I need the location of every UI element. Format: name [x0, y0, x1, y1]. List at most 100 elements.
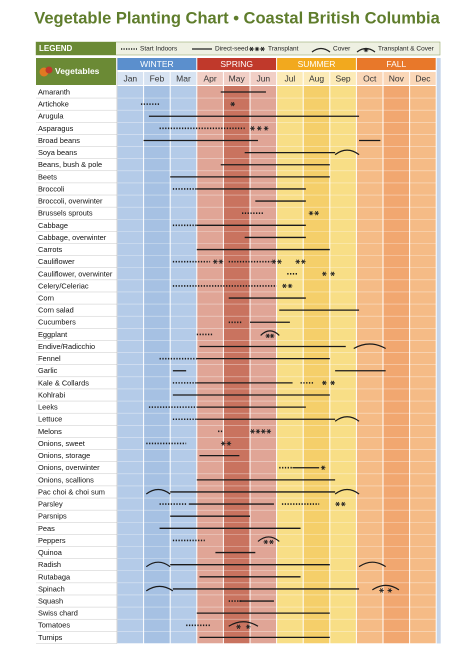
legend-transplant-cover-sample	[356, 47, 376, 53]
asterisk	[269, 333, 275, 339]
vegetable-name: Spinach	[38, 584, 65, 593]
vegetable-name: Peas	[38, 524, 55, 533]
asterisk	[295, 259, 301, 264]
transplant-mark	[322, 271, 335, 277]
vegetable-name: Cauliflower, overwinter	[38, 269, 113, 278]
transplant-cover-mark	[228, 621, 259, 630]
vegetable-name: Cabbage, overwinter	[38, 233, 107, 242]
vegetable-name: Onions, storage	[38, 451, 90, 460]
legend-cover-sample	[311, 47, 331, 53]
cover-arc	[334, 149, 360, 156]
season-header	[197, 58, 277, 70]
asterisk	[330, 271, 335, 277]
transplant-mark	[250, 126, 269, 131]
month-header-cell	[197, 72, 223, 85]
transplant-mark	[271, 259, 282, 264]
vegetable-name: Onions, scallions	[38, 475, 94, 484]
transplant-stars	[236, 624, 251, 630]
vegetable-name: Brussels sprouts	[38, 209, 93, 218]
asterisk	[230, 101, 236, 107]
cover-arc	[145, 585, 174, 592]
transplant-mark	[335, 501, 346, 507]
asterisk	[220, 441, 226, 446]
vegetable-name: Broccoli, overwinter	[38, 197, 103, 206]
vegetable-name: Onions, sweet	[38, 439, 85, 448]
vegetable-name: Quinoa	[38, 548, 63, 557]
season-label: WINTER	[140, 59, 174, 69]
vegetable-name: Arugula	[38, 112, 64, 121]
transplant-mark	[295, 259, 306, 264]
asterisk	[269, 539, 274, 545]
asterisk	[387, 588, 393, 593]
vegetable-name: Onions, overwinter	[38, 463, 100, 472]
month-header-cell	[250, 72, 277, 85]
month-label: Dec	[415, 73, 431, 83]
cover-arc	[358, 561, 386, 568]
month-header-cell	[223, 72, 250, 85]
vegetable-name: Leeks	[38, 403, 58, 412]
transplant-stars	[265, 333, 275, 339]
month-header-cell	[410, 72, 436, 85]
asterisk	[308, 210, 314, 216]
asterisk	[255, 429, 261, 434]
transplant-mark	[322, 380, 335, 386]
month-header-cell	[144, 72, 170, 85]
cover-arc	[228, 621, 259, 627]
month-header-cell	[170, 72, 197, 85]
legend-cover: Cover	[333, 46, 351, 53]
cover-arc	[145, 561, 171, 568]
vegetable-name: Celery/Celeriac	[38, 281, 89, 290]
asterisk	[322, 380, 327, 386]
title: Vegetable Planting Chart • Coastal Briti…	[34, 9, 440, 27]
month-label: Jan	[123, 73, 137, 83]
vegetable-name: Parsnips	[38, 512, 67, 521]
vegetable-name: Cauliflower	[38, 257, 75, 266]
month-label: May	[229, 73, 246, 83]
asterisk	[218, 259, 224, 264]
month-header-cell	[383, 72, 410, 85]
asterisk	[245, 624, 251, 630]
vegetable-name: Peppers	[38, 536, 66, 545]
month-label: Sep	[336, 73, 351, 83]
asterisk	[254, 46, 260, 52]
vegetable-name: Broad beans	[38, 136, 80, 145]
month-header-cell	[277, 72, 303, 85]
edge-column	[436, 58, 441, 644]
vegetable-name: Parsley	[38, 500, 63, 509]
asterisk	[320, 465, 326, 470]
season-label: SPRING	[220, 59, 253, 69]
vegetable-name: Fennel	[38, 354, 61, 363]
transplant-mark	[230, 101, 236, 107]
vegetable-name: Kohlrabi	[38, 390, 65, 399]
asterisk	[379, 588, 384, 593]
veg-icon	[45, 66, 53, 74]
vegetable-name: Swiss chard	[38, 609, 78, 618]
cover-arc	[257, 536, 280, 542]
asterisk	[265, 333, 271, 339]
asterisk	[212, 259, 218, 264]
transplant-stars	[263, 539, 274, 545]
asterisk	[249, 46, 254, 52]
transplant-mark	[220, 441, 232, 446]
vegetable-name: Beets	[38, 172, 57, 181]
vegetable-name: Eggplant	[38, 330, 67, 339]
legend-indoors: Start Indoors	[140, 46, 178, 53]
transplant-cover-mark	[260, 330, 280, 339]
month-label: Feb	[150, 73, 165, 83]
vegetable-name: Carrots	[38, 245, 63, 254]
vegetable-name: Turnips	[38, 633, 63, 642]
month-label: Oct	[363, 73, 377, 83]
cover-arc	[353, 343, 386, 350]
vegetable-name: Melons	[38, 427, 62, 436]
legend-transplant-cover-stars	[363, 47, 369, 53]
vegetable-name: Kale & Collards	[38, 378, 89, 387]
transplant-mark	[212, 259, 224, 264]
month-header-cell	[117, 72, 144, 85]
cover-arc	[260, 330, 280, 336]
vegetable-name: Cabbage	[38, 221, 68, 230]
transplant-mark	[320, 465, 326, 470]
transplant-stars	[379, 588, 393, 593]
vegetable-name: Lettuce	[38, 415, 62, 424]
month-header-cell	[356, 72, 383, 85]
